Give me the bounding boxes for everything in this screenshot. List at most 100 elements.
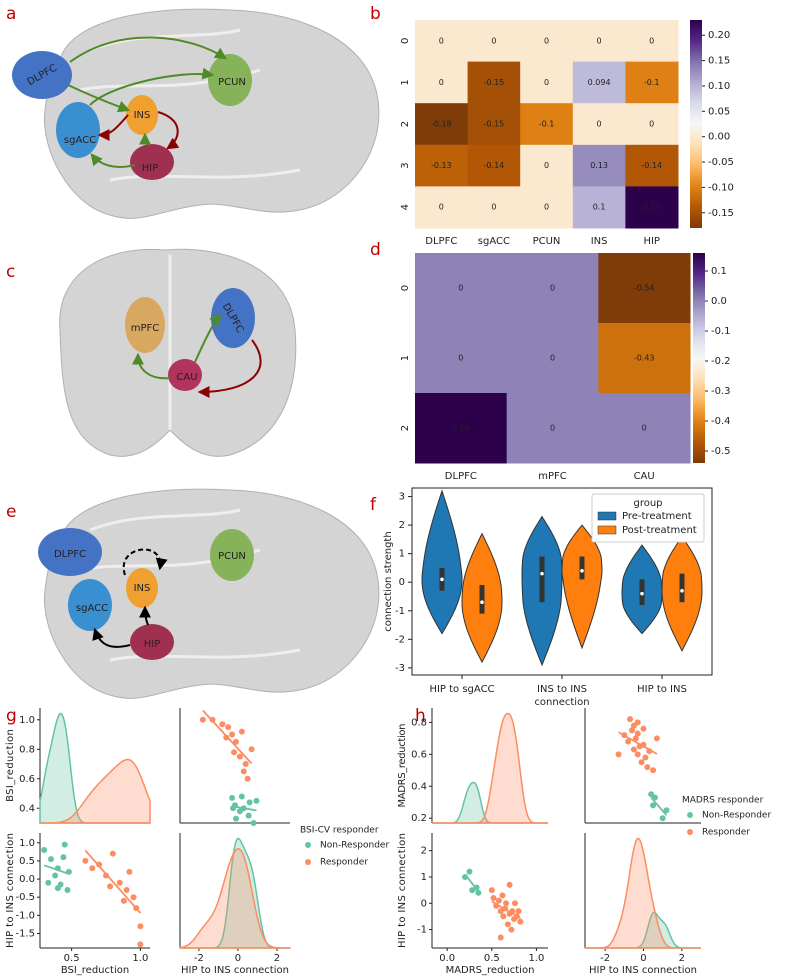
scatter-point [231, 749, 238, 756]
panel-label: d [370, 240, 381, 260]
heatmap-cell [415, 103, 469, 146]
x-axis-label: MADRS_reduction [446, 965, 535, 976]
y-axis-label: MADRS_reduction [397, 724, 408, 808]
connections [67, 36, 228, 168]
scatter-point [500, 913, 507, 920]
cell-label: -0.18 [431, 120, 452, 129]
scatter-point [236, 753, 243, 760]
cell-label: 0 [550, 354, 555, 363]
x-tick-label: HIP to sgACC [429, 684, 494, 695]
region-cau [168, 359, 202, 391]
scatter-point [238, 793, 245, 800]
y-axis-label: BSI_reduction [5, 729, 16, 802]
heatmap-cell [520, 20, 574, 63]
node-label: DLPFC [54, 549, 86, 560]
heatmap-cell [415, 144, 469, 187]
colorbar-tick-label: -0.1 [711, 326, 731, 337]
scatter-point [240, 805, 247, 812]
scatter-point [493, 902, 500, 909]
node-label: CAU [176, 372, 197, 383]
scatter-point [48, 856, 54, 863]
scatter-point [630, 746, 637, 753]
subplot: 0.5 1.0BSI_reduction1.00.50.0-0.5-1.0-1.5… [5, 833, 150, 976]
colorbar-tick-label: -0.2 [711, 356, 731, 367]
scatter-point [65, 868, 72, 875]
cell-label: 0.1 [593, 203, 606, 212]
heatmap-cell [598, 323, 691, 394]
cell-label: -0.14 [484, 161, 505, 170]
colorbar-tick-label: -0.5 [711, 446, 731, 457]
panel-label: f [370, 495, 377, 515]
node-label: sgACC [76, 603, 108, 614]
cell-label: -0.13 [431, 161, 452, 170]
legend-title: MADRS responder [682, 796, 764, 806]
cell-label: 0 [649, 120, 654, 129]
scatter-point [89, 865, 96, 872]
panel-label: g [6, 706, 17, 726]
scatter-point [232, 738, 239, 745]
x-axis-label: HIP to INS connection [589, 965, 697, 976]
heatmap-cell [625, 186, 679, 229]
y-tick-label: 0.5 [19, 856, 35, 867]
colorbar [693, 253, 705, 463]
scatter-point [244, 775, 251, 782]
scatter-point [82, 857, 89, 864]
heatmap-cell [415, 186, 469, 229]
connections [92, 548, 168, 648]
heatmap-cell [625, 144, 679, 187]
heatmap-cell [520, 61, 574, 104]
heatmap-cell [467, 103, 521, 146]
kde-area [432, 712, 548, 824]
y-tick-label: 0.6 [19, 774, 35, 785]
y-axis-label: HIP to INS connection [397, 833, 408, 948]
y-tick-label: 2 [400, 425, 411, 431]
y-tick-label: 0 [399, 577, 405, 588]
scatter-point [650, 802, 657, 809]
scatter-point [123, 886, 130, 893]
scatter-point [473, 884, 480, 891]
region-ins [126, 568, 158, 608]
cell-label: -0.1 [539, 120, 555, 129]
cell-label: 0.16 [452, 424, 470, 433]
x-tick-label: 0 [235, 953, 241, 964]
cell-label: 0 [458, 354, 463, 363]
legend-swatch [597, 511, 617, 521]
legend-title: BSI-CV responder [300, 826, 379, 836]
cell-label: 0.13 [590, 161, 608, 170]
connections [132, 313, 262, 398]
cell-label: 0 [649, 36, 654, 45]
x-axis-label: connection [534, 697, 589, 708]
scatter-point [634, 730, 641, 737]
legend-marker [687, 829, 693, 835]
region-dlpfc [12, 51, 72, 99]
scatter-point [60, 854, 67, 861]
kde-area [179, 848, 291, 949]
scatter-point [52, 872, 59, 879]
scatter-point [506, 881, 513, 888]
region-sgacc [68, 579, 112, 631]
violin-body [561, 524, 603, 650]
cell-label: 0 [491, 36, 496, 45]
colorbar-tick-label: -0.4 [711, 416, 731, 427]
x-tick-label: DLPFC [425, 236, 457, 247]
scatter-point [644, 764, 651, 771]
cell-label: 0 [458, 284, 463, 293]
y-tick-label: 0.4 [411, 781, 427, 792]
violin-median [480, 600, 484, 604]
brain [59, 248, 297, 457]
scatter-point [627, 716, 634, 723]
scatter-point [240, 768, 247, 775]
panel-label: c [6, 262, 15, 282]
cell-label: 0.23 [643, 203, 661, 212]
brain-diagram-e: DLPFC PCUN INS sgACC HIP [38, 488, 380, 699]
colorbar-tick-label: 0.00 [708, 132, 730, 143]
scatter-point [502, 905, 509, 912]
scatter-point [219, 721, 226, 728]
x-tick-label: CAU [634, 471, 655, 482]
x-axis-label: BSI_reduction [61, 965, 129, 976]
y-tick-label: 2 [399, 520, 405, 531]
scatter-point [497, 934, 504, 941]
